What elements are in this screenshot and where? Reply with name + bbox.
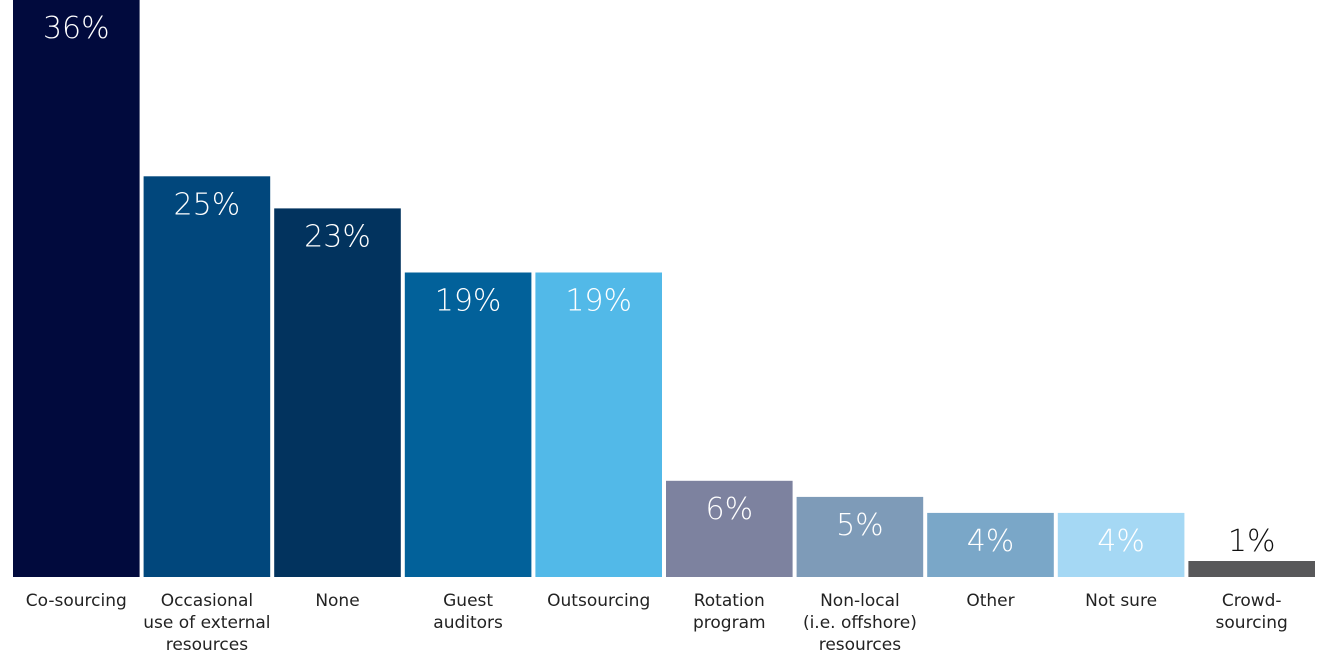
category-label-line: Rotation	[694, 591, 765, 611]
bar-value-label-8: 4%	[1097, 524, 1145, 559]
bar-value-label-1: 25%	[174, 187, 241, 222]
bar-5	[666, 480, 793, 577]
bar-value-label-6: 5%	[836, 508, 884, 543]
category-label-2: None	[315, 591, 359, 611]
category-label-7: Other	[966, 591, 1014, 611]
category-label-6: Non-local (i.e. offshore) resources	[803, 591, 917, 655]
category-label-9: Crowd-sourcing	[1216, 591, 1288, 633]
category-label-line: program	[693, 613, 766, 633]
category-label-line: Other	[966, 591, 1014, 611]
category-label-5: Rotation program	[693, 591, 766, 633]
category-label-line: resources	[166, 635, 249, 655]
bar-6	[796, 496, 924, 577]
category-label-line: Outsourcing	[547, 591, 650, 611]
bar-value-label-3: 19%	[435, 284, 502, 319]
bar-value-label-2: 23%	[304, 219, 371, 254]
bar-value-label-9: 1%	[1228, 524, 1276, 559]
category-labels-group: Co-sourcing Occasional use of external reso…	[26, 591, 1288, 655]
category-label-line: Non-local	[820, 591, 900, 611]
category-label-line: Crowd-	[1222, 591, 1282, 611]
bar-8	[1057, 512, 1185, 577]
bars-group	[13, 0, 1315, 578]
bar-7	[927, 512, 1054, 577]
category-label-line: auditors	[433, 613, 503, 633]
bar-value-label-5: 6%	[706, 492, 754, 527]
category-label-8: Not sure	[1085, 591, 1157, 611]
bar-0	[13, 0, 140, 577]
bar-value-label-7: 4%	[967, 524, 1015, 559]
category-label-1: Occasional use of external resources	[143, 591, 270, 655]
category-label-4: Outsourcing	[547, 591, 650, 611]
category-label-line: None	[315, 591, 359, 611]
value-labels-group: 36% 25% 23% 19% 19% 6% 5% 4% 4% 1%	[43, 11, 1276, 559]
category-label-3: Guest auditors	[433, 591, 503, 633]
bar-value-label-0: 36%	[43, 11, 110, 46]
category-label-line: Not sure	[1085, 591, 1157, 611]
category-label-line: use of external	[143, 613, 270, 633]
category-label-line: Occasional	[161, 591, 253, 611]
category-label-line: Co-sourcing	[26, 591, 127, 611]
category-label-line: Guest	[443, 591, 493, 611]
bar-value-label-4: 19%	[565, 284, 632, 319]
category-label-line: resources	[819, 635, 902, 655]
bar-3	[404, 272, 532, 577]
bar-2	[274, 208, 401, 577]
category-label-line: sourcing	[1216, 613, 1288, 633]
bar-1	[143, 176, 271, 578]
bar-9	[1188, 561, 1315, 577]
category-label-0: Co-sourcing	[26, 591, 127, 611]
bar-4	[535, 272, 662, 577]
category-label-line: (i.e. offshore)	[803, 613, 917, 633]
